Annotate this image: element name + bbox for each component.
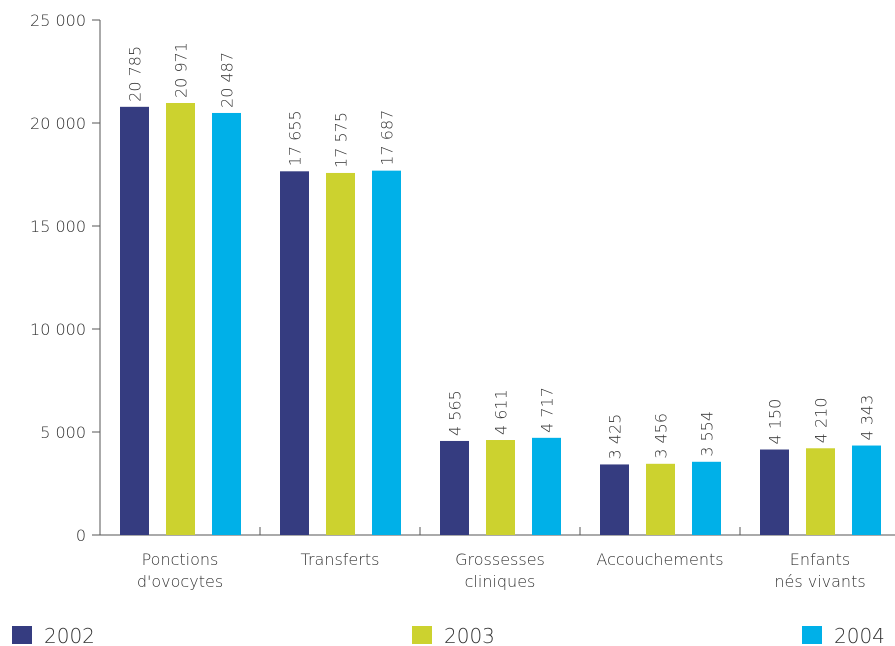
- value-label: 17 687: [378, 110, 397, 166]
- bar: [806, 448, 835, 535]
- value-label: 17 575: [332, 112, 351, 168]
- value-label: 4 210: [812, 397, 831, 443]
- legend-swatch: [802, 626, 822, 644]
- y-tick-label: 5 000: [40, 423, 86, 442]
- y-tick-label: 10 000: [30, 320, 86, 339]
- bar: [120, 106, 149, 535]
- legend-label: 2004: [834, 624, 885, 646]
- legend-label: 2002: [44, 624, 95, 646]
- value-label: 20 487: [218, 52, 237, 108]
- bar: [852, 445, 881, 535]
- x-tick-label: Accouchements: [596, 550, 723, 569]
- x-tick-label: Ponctions d'ovocytes: [137, 550, 223, 591]
- legend-label: 2003: [444, 624, 495, 646]
- bar: [692, 461, 721, 535]
- bar: [532, 437, 561, 535]
- x-tick-label: Grossesses cliniques: [455, 550, 545, 591]
- y-tick-label: 25 000: [30, 11, 86, 30]
- value-label: 4 565: [446, 390, 465, 436]
- legend-swatch: [412, 626, 432, 644]
- value-label: 3 456: [652, 413, 671, 459]
- bar: [600, 464, 629, 535]
- bar: [440, 440, 469, 535]
- value-label: 20 785: [126, 46, 145, 102]
- value-label: 17 655: [286, 110, 305, 166]
- x-tick-label: Enfants nés vivants: [774, 550, 865, 591]
- bar: [646, 463, 675, 535]
- value-label: 3 554: [698, 411, 717, 457]
- bar: [212, 112, 241, 535]
- value-label: 20 971: [172, 42, 191, 98]
- value-label: 4 343: [858, 395, 877, 441]
- bar: [326, 172, 355, 535]
- value-label: 4 150: [766, 399, 785, 445]
- value-label: 4 717: [538, 387, 557, 433]
- bar: [280, 171, 309, 535]
- y-tick-label: 0: [76, 526, 86, 545]
- value-label: 3 425: [606, 414, 625, 460]
- value-label: 4 611: [492, 389, 511, 435]
- bar: [166, 102, 195, 535]
- x-tick-label: Transferts: [301, 550, 380, 569]
- bar: [372, 170, 401, 535]
- bar: [486, 440, 515, 535]
- bar: [760, 449, 789, 535]
- legend-swatch: [12, 626, 32, 644]
- y-tick-label: 20 000: [30, 114, 86, 133]
- y-tick-label: 15 000: [30, 217, 86, 236]
